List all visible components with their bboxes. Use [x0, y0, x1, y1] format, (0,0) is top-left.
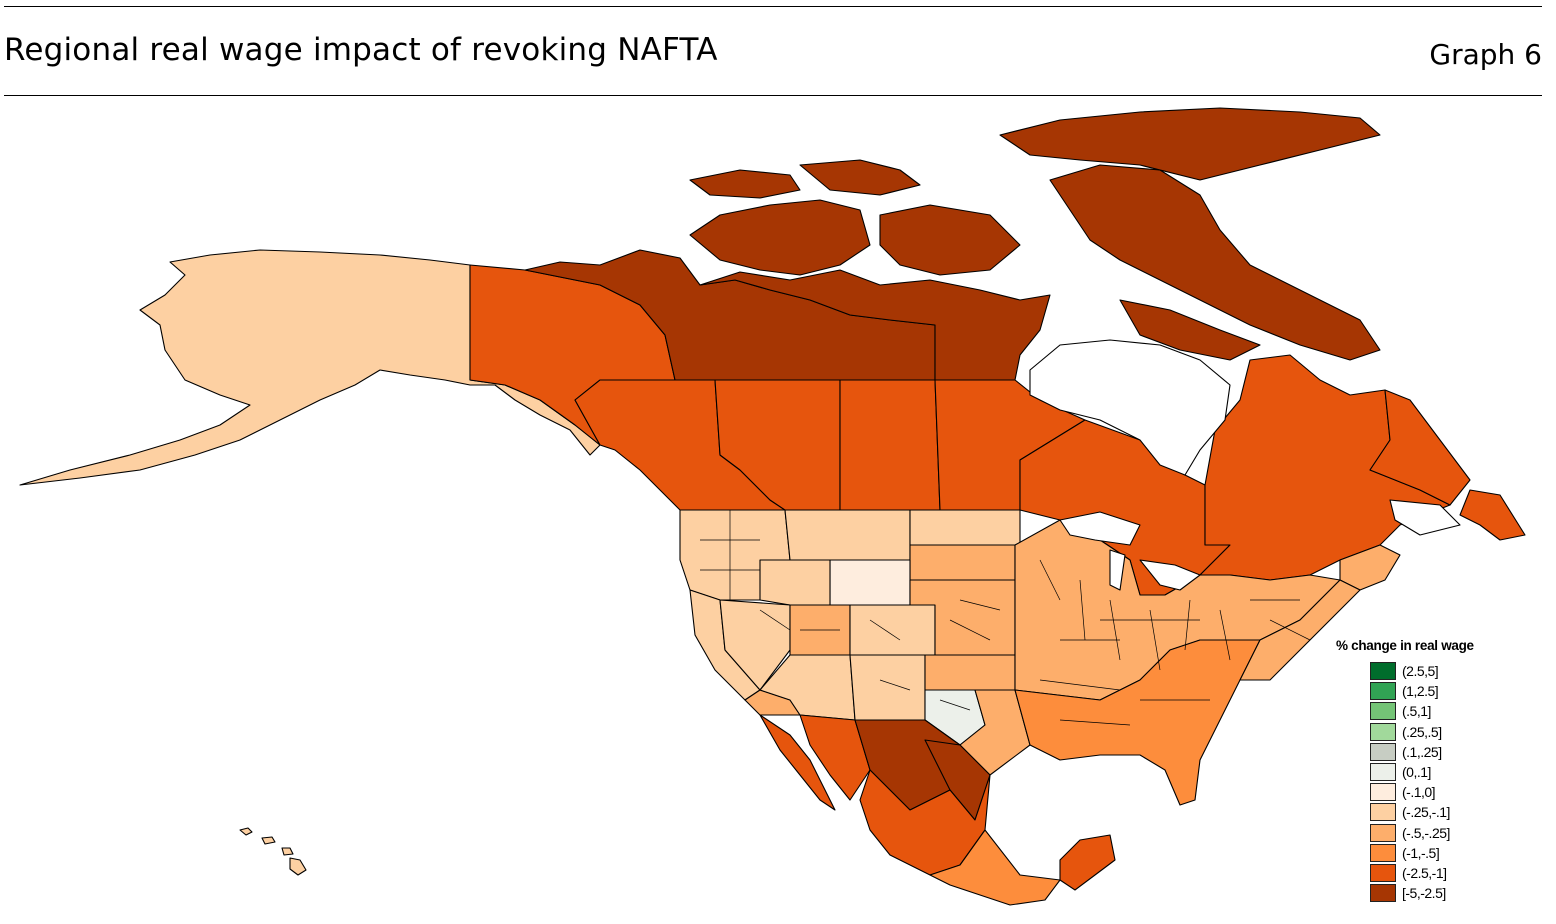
legend-swatch	[1370, 742, 1396, 761]
legend-item: (0,.1]	[1370, 762, 1536, 782]
legend-label: (-.25,-.1]	[1402, 804, 1450, 821]
region-us-idaho	[759, 559, 831, 606]
region-mexico-yucatan	[1059, 834, 1116, 891]
legend-label: (.1,.25]	[1402, 743, 1442, 760]
region-hudson-bay	[1029, 339, 1231, 476]
region-hawaii-4	[289, 857, 307, 876]
region-us-wyoming	[829, 559, 911, 606]
legend-swatch	[1370, 803, 1396, 822]
region-us-montana	[784, 509, 911, 561]
legend-item: (-.1,0]	[1370, 782, 1536, 802]
legend-label: (2.5,5]	[1402, 663, 1439, 680]
region-arctic-islands-3	[1049, 164, 1381, 361]
legend-label: (-1,-.5]	[1402, 844, 1440, 861]
legend-swatch	[1370, 843, 1396, 862]
county-borders-east	[1039, 559, 1311, 726]
county-borders-west	[700, 510, 1001, 711]
region-lakes-east	[1139, 559, 1201, 591]
legend-item: (1,2.5]	[1370, 681, 1536, 701]
legend-item: [-5,-2.5]	[1370, 883, 1536, 903]
region-hawaii-3	[281, 847, 294, 856]
choropleth-map	[19, 107, 1526, 906]
region-newfoundland	[1459, 489, 1526, 541]
region-great-lakes	[1059, 511, 1141, 546]
legend-swatch	[1370, 763, 1396, 782]
region-nunavut	[699, 269, 1051, 381]
region-ellesmere	[999, 107, 1381, 181]
region-alaska	[19, 249, 601, 486]
region-us-southeast	[1014, 639, 1261, 806]
legend-swatch	[1370, 884, 1396, 903]
legend-label: (1,2.5]	[1402, 683, 1439, 700]
region-arctic-islands-2	[879, 204, 1021, 276]
legend-list: (2.5,5] (1,2.5] (.5,1] (.25,.5] (.1,.25] (0,.…	[1370, 661, 1536, 903]
legend-swatch	[1370, 863, 1396, 882]
legend-item: (2.5,5]	[1370, 661, 1536, 681]
legend-swatch	[1370, 662, 1396, 681]
legend-swatch	[1370, 702, 1396, 721]
graph-number: Graph 6	[1429, 38, 1542, 71]
legend-label: [-5,-2.5]	[1402, 885, 1446, 902]
region-us-oklahoma	[924, 654, 1016, 691]
region-us-colorado	[849, 604, 936, 656]
legend-label: (.5,1]	[1402, 703, 1431, 720]
legend-item: (.25,.5]	[1370, 722, 1536, 742]
region-labrador	[1369, 389, 1471, 506]
region-mexico-baja	[759, 714, 836, 811]
map-legend: % change in real wage (2.5,5] (1,2.5] (.5,…	[1336, 638, 1536, 903]
legend-label: (.25,.5]	[1402, 723, 1442, 740]
region-us-new-mexico	[849, 654, 926, 721]
region-us-nevada	[719, 599, 791, 691]
region-hawaii-2	[261, 836, 276, 845]
legend-title: % change in real wage	[1336, 638, 1474, 653]
legend-item: (-1,-.5]	[1370, 843, 1536, 863]
legend-item: (-.5,-.25]	[1370, 823, 1536, 843]
legend-label: (-2.5,-1]	[1402, 864, 1447, 881]
region-us-south-dakota	[909, 544, 1016, 581]
title-rule	[4, 95, 1542, 96]
region-us-dakotas	[909, 509, 1021, 546]
legend-item: (-2.5,-1]	[1370, 863, 1536, 883]
region-arctic-islands-5	[799, 159, 921, 196]
region-hawaii-1	[239, 827, 253, 836]
region-arctic-islands-4	[689, 169, 801, 199]
legend-label: (0,.1]	[1402, 764, 1431, 781]
legend-label: (-.1,0]	[1402, 784, 1436, 801]
region-arctic-islands-1	[689, 199, 871, 276]
region-gulf-st-lawrence	[1389, 499, 1461, 536]
region-baffin-south	[1119, 299, 1261, 361]
region-mexico-south	[929, 829, 1061, 906]
legend-item: (.1,.25]	[1370, 742, 1536, 762]
legend-label: (-.5,-.25]	[1402, 824, 1450, 841]
legend-item: (.5,1]	[1370, 701, 1536, 721]
legend-swatch	[1370, 722, 1396, 741]
legend-swatch	[1370, 783, 1396, 802]
region-saskatchewan	[839, 379, 941, 511]
region-lake-michigan	[1109, 549, 1126, 591]
top-rule	[4, 6, 1542, 7]
region-us-east-coast	[1239, 579, 1361, 681]
legend-swatch	[1370, 823, 1396, 842]
legend-swatch	[1370, 682, 1396, 701]
legend-item: (-.25,-.1]	[1370, 802, 1536, 822]
graph-title: Regional real wage impact of revoking NA…	[4, 32, 718, 68]
